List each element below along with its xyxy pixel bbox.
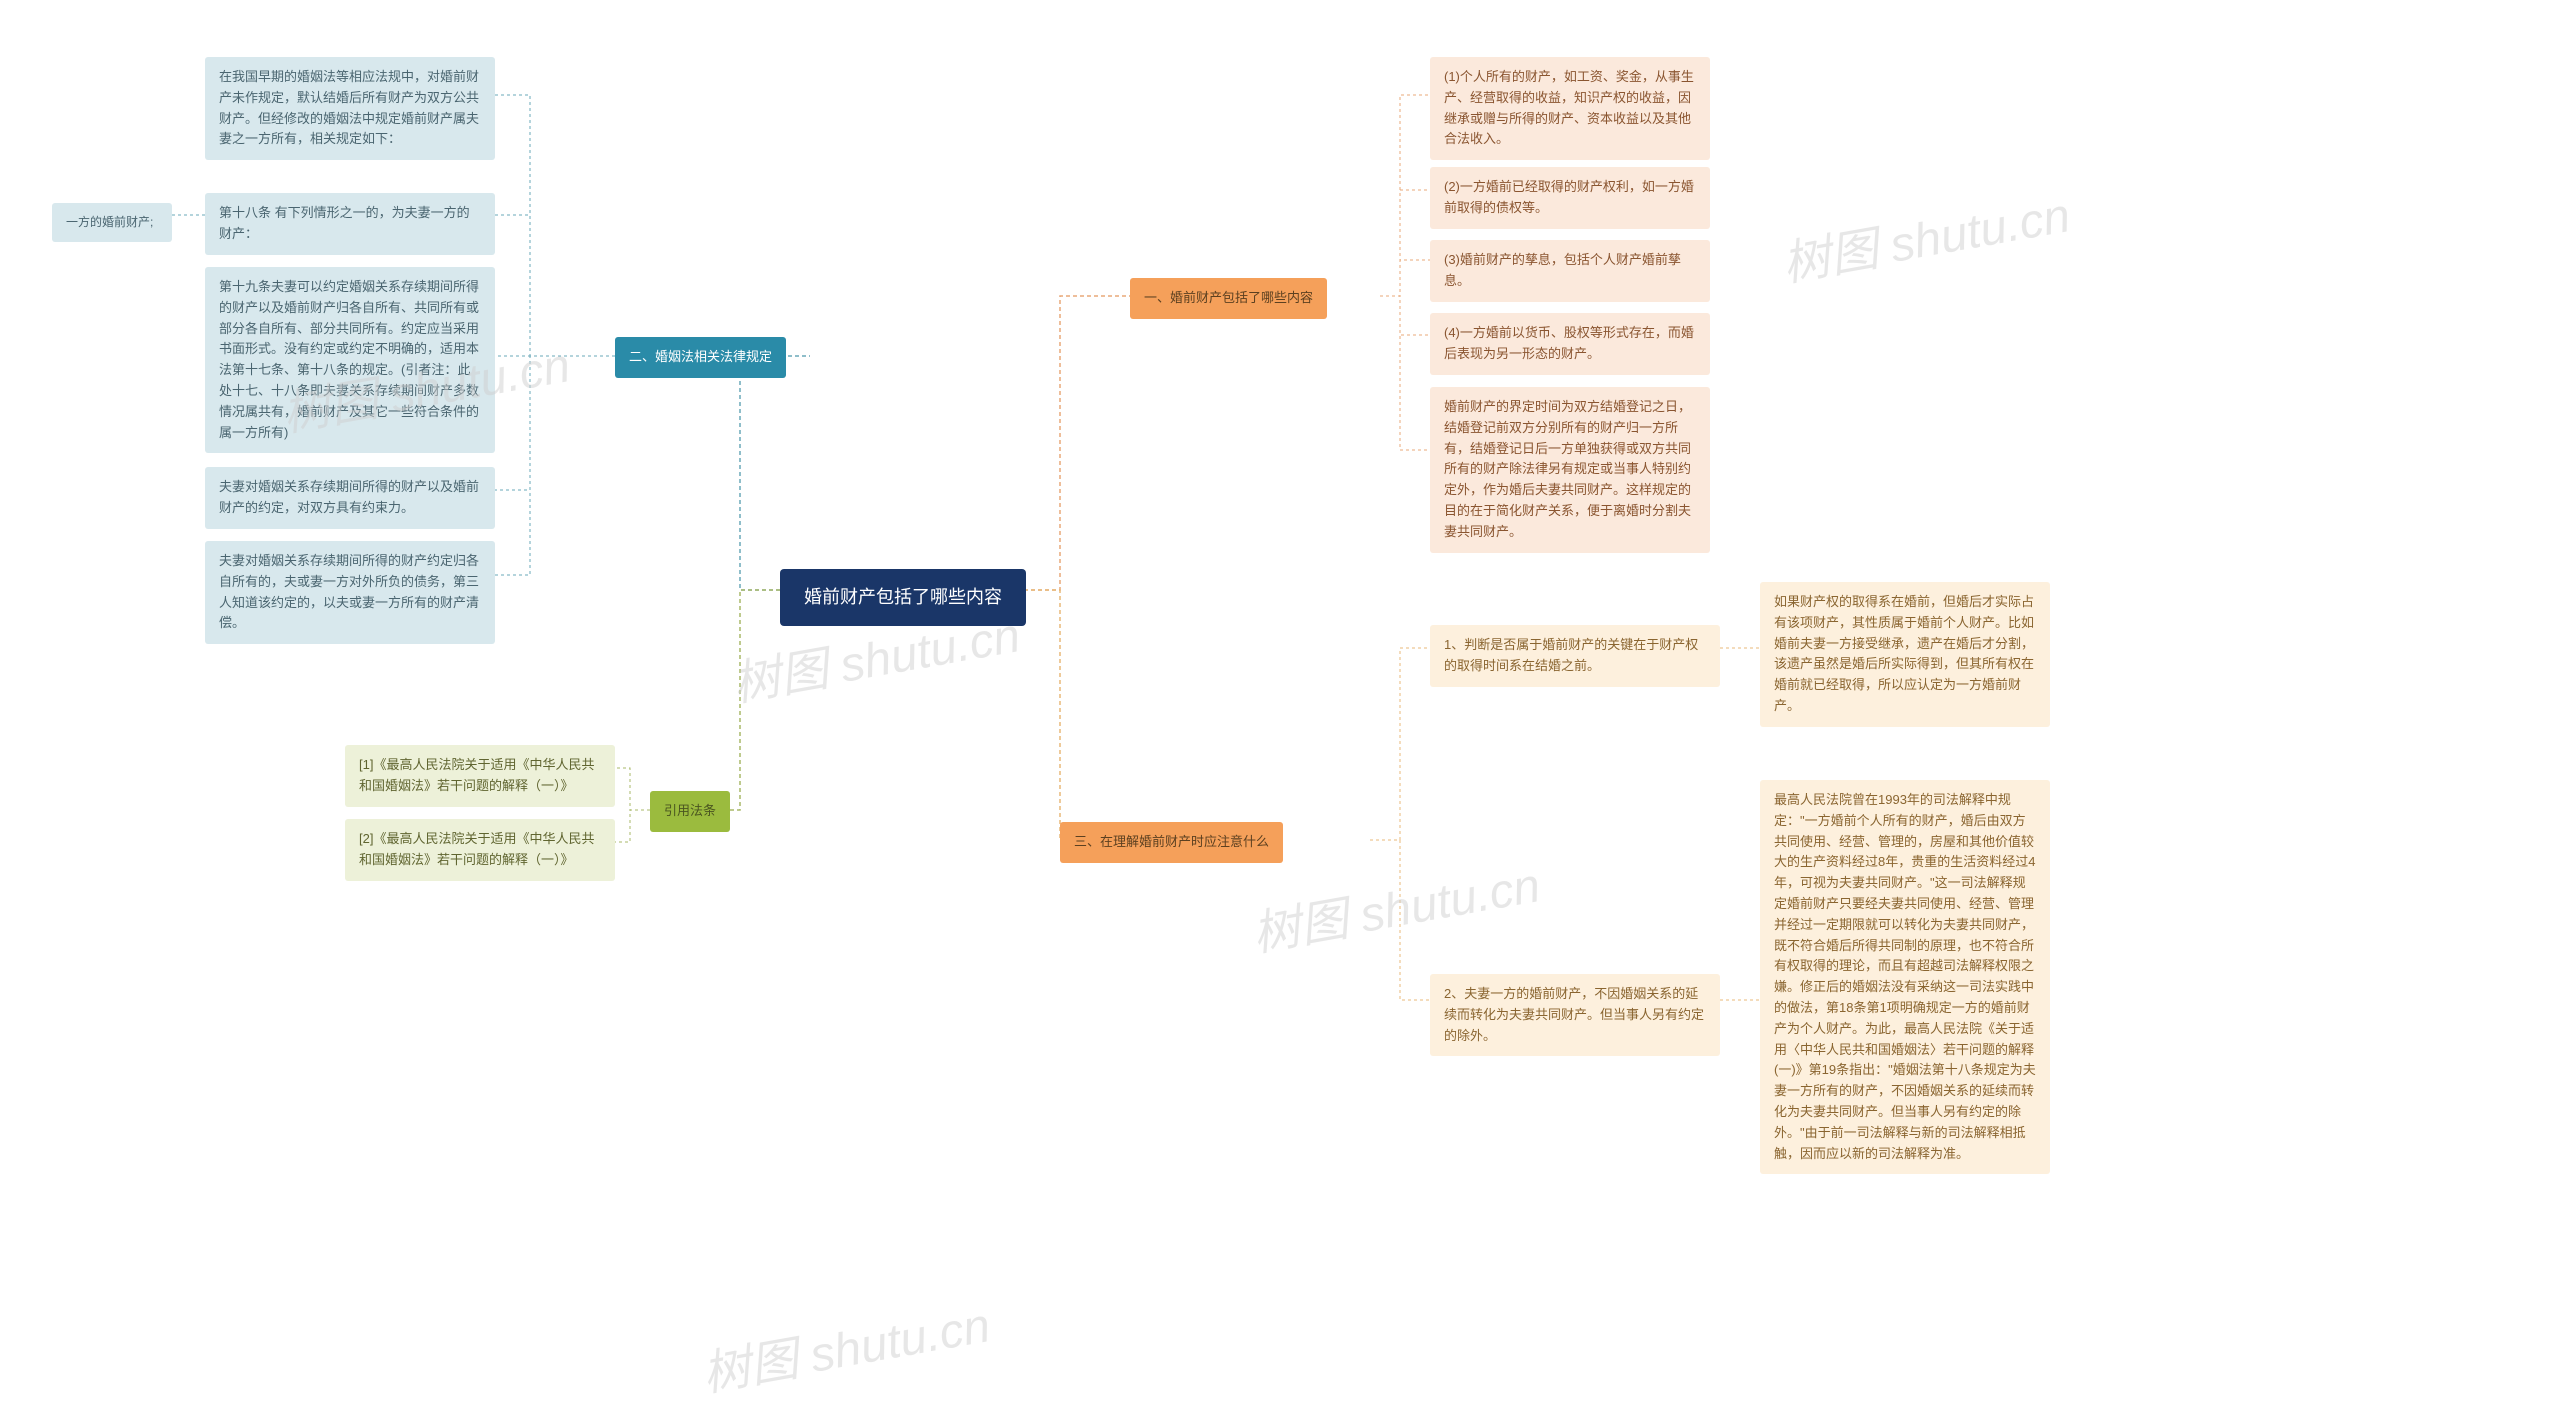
leaf-b1-5: 婚前财产的界定时间为双方结婚登记之日，结婚登记前双方分别所有的财产归一方所有，结…	[1430, 387, 1710, 553]
leaf-b4-1: [1]《最高人民法院关于适用《中华人民共和国婚姻法》若干问题的解释（一）》	[345, 745, 615, 807]
leaf-b3-1-detail: 如果财产权的取得系在婚前，但婚后才实际占有该项财产，其性质属于婚前个人财产。比如…	[1760, 582, 2050, 727]
root-node: 婚前财产包括了哪些内容	[780, 569, 1026, 626]
leaf-b1-4: (4)一方婚前以货币、股权等形式存在，而婚后表现为另一形态的财产。	[1430, 313, 1710, 375]
leaf-b3-1-title: 1、判断是否属于婚前财产的关键在于财产权的取得时间系在结婚之前。	[1430, 625, 1720, 687]
branch-3: 三、在理解婚前财产时应注意什么	[1060, 822, 1283, 863]
leaf-b2-3: 第十九条夫妻可以约定婚姻关系存续期间所得的财产以及婚前财产归各自所有、共同所有或…	[205, 267, 495, 453]
leaf-b1-3: (3)婚前财产的孳息，包括个人财产婚前孳息。	[1430, 240, 1710, 302]
leaf-b2-2: 第十八条 有下列情形之一的，为夫妻一方的财产：	[205, 193, 495, 255]
leaf-b1-2: (2)一方婚前已经取得的财产权利，如一方婚前取得的债权等。	[1430, 167, 1710, 229]
watermark-3: 树图 shutu.cn	[1776, 175, 2075, 294]
watermark-4: 树图 shutu.cn	[1246, 845, 1545, 964]
branch-4: 引用法条	[650, 791, 730, 832]
leaf-b3-2-detail: 最高人民法院曾在1993年的司法解释中规定："一方婚前个人所有的财产，婚后由双方…	[1760, 780, 2050, 1174]
leaf-b2-0: 一方的婚前财产;	[52, 203, 172, 242]
branch-2: 二、婚姻法相关法律规定	[615, 337, 786, 378]
leaf-b1-1: (1)个人所有的财产，如工资、奖金，从事生产、经营取得的收益，知识产权的收益，因…	[1430, 57, 1710, 160]
leaf-b2-1: 在我国早期的婚姻法等相应法规中，对婚前财产未作规定，默认结婚后所有财产为双方公共…	[205, 57, 495, 160]
leaf-b2-5: 夫妻对婚姻关系存续期间所得的财产约定归各自所有的，夫或妻一方对外所负的债务，第三…	[205, 541, 495, 644]
leaf-b4-2: [2]《最高人民法院关于适用《中华人民共和国婚姻法》若干问题的解释（一）》	[345, 819, 615, 881]
watermark-5: 树图 shutu.cn	[696, 1285, 995, 1404]
leaf-b3-2-title: 2、夫妻一方的婚前财产，不因婚姻关系的延续而转化为夫妻共同财产。但当事人另有约定…	[1430, 974, 1720, 1056]
leaf-b2-4: 夫妻对婚姻关系存续期间所得的财产以及婚前财产的约定，对双方具有约束力。	[205, 467, 495, 529]
branch-1: 一、婚前财产包括了哪些内容	[1130, 278, 1327, 319]
